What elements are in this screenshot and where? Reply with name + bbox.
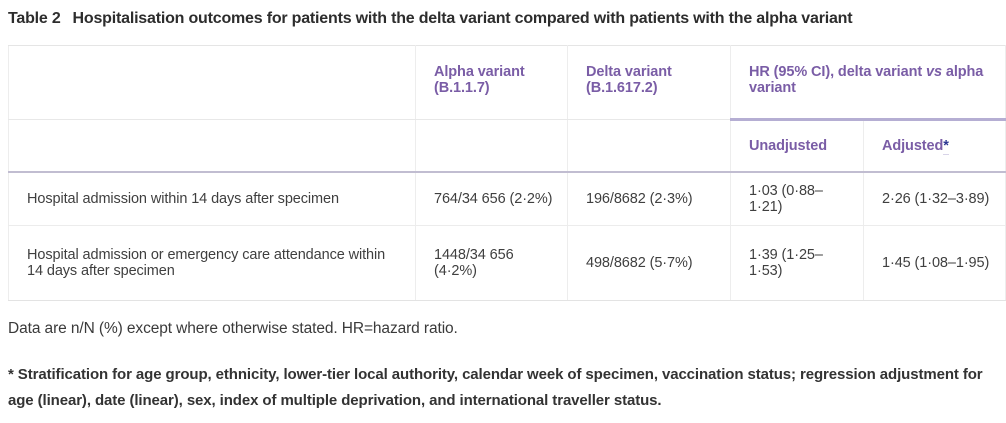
header-empty-cell <box>415 119 568 173</box>
row-label-admission-or-emergency: Hospital admission or emergency care att… <box>8 225 416 301</box>
column-header-alpha-variant: Alpha variant (B.1.1.7) <box>415 45 568 120</box>
column-header-delta-variant: Delta variant (B.1.617.2) <box>567 45 731 120</box>
table-figure: Table 2 Hospitalisation outcomes for pati… <box>8 8 1006 414</box>
cell-adjusted-hr: 1·45 (1·08–1·95) <box>863 225 1006 301</box>
cell-unadjusted-hr: 1·39 (1·25–1·53) <box>730 225 864 301</box>
stratification-footnote: * Stratification for age group, ethnicit… <box>8 366 983 409</box>
cell-alpha-value: 1448/34 656 (4·2%) <box>415 225 568 301</box>
column-header-hr-group: HR (95% CI), delta variant vs alpha vari… <box>730 45 1006 121</box>
column-header-adjusted: Adjusted* <box>863 119 1006 173</box>
table-row: Hospital admission within 14 days after … <box>8 171 1006 226</box>
cell-delta-value: 498/8682 (5·7%) <box>567 225 731 301</box>
header-empty-cell <box>567 119 731 173</box>
hr-header-prefix: HR (95% CI), delta variant <box>749 64 926 80</box>
table-title: Table 2 Hospitalisation outcomes for pati… <box>8 10 998 28</box>
header-row-adjustment: Unadjusted Adjusted* <box>8 119 1006 173</box>
table-row: Hospital admission or emergency care att… <box>8 225 1006 301</box>
hr-header-vs: vs <box>926 64 942 80</box>
data-footnote: Data are n/N (%) except where otherwise … <box>8 320 458 337</box>
table-caption: Hospitalisation outcomes for patients wi… <box>72 10 853 27</box>
hr-header-suffix: alpha variant <box>749 64 984 96</box>
row-label-hospital-admission: Hospital admission within 14 days after … <box>8 171 416 226</box>
header-row-variants: Alpha variant (B.1.1.7) Delta variant (B… <box>8 45 1006 121</box>
cell-unadjusted-hr: 1·03 (0·88–1·21) <box>730 171 864 226</box>
outcomes-table: Alpha variant (B.1.1.7) Delta variant (B… <box>8 45 1006 301</box>
header-empty-cell <box>8 45 416 120</box>
cell-adjusted-hr: 2·26 (1·32–3·89) <box>863 171 1006 226</box>
footnote-asterisk-link[interactable]: * <box>943 137 949 155</box>
column-header-unadjusted: Unadjusted <box>730 119 864 173</box>
cell-delta-value: 196/8682 (2·3%) <box>567 171 731 226</box>
cell-alpha-value: 764/34 656 (2·2%) <box>415 171 568 226</box>
table-number: Table 2 <box>8 10 61 27</box>
adjusted-label: Adjusted <box>882 137 944 154</box>
header-empty-cell <box>8 119 416 173</box>
